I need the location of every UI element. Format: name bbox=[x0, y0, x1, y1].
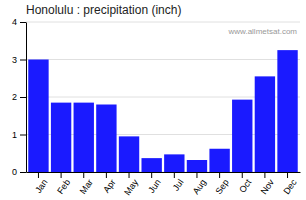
bar bbox=[187, 160, 207, 172]
x-tick-mark bbox=[38, 172, 39, 178]
annotations: www.allmetsat.com bbox=[228, 27, 298, 36]
x-tick: Feb bbox=[55, 172, 72, 196]
bars bbox=[28, 50, 297, 172]
y-tick: 2 bbox=[12, 92, 26, 102]
bar bbox=[209, 149, 229, 172]
x-tick: Jun bbox=[146, 172, 163, 195]
bar bbox=[51, 103, 71, 172]
x-tick-mark bbox=[174, 172, 175, 178]
bar bbox=[74, 103, 94, 172]
y-tick: 3 bbox=[12, 55, 26, 65]
x-tick: Sep bbox=[213, 172, 230, 196]
x-tick-mark bbox=[129, 172, 130, 178]
x-tick-label: Jun bbox=[146, 177, 163, 195]
bar bbox=[141, 158, 161, 172]
plot-area: 0 1 2 3 4 Jan Feb Mar Apr May Jun Jul Aug Sep Oct NovDe… bbox=[12, 17, 301, 197]
x-tick-mark bbox=[151, 172, 152, 178]
y-tick: 4 bbox=[12, 17, 26, 27]
chart-title: Honolulu : precipitation (inch) bbox=[26, 3, 181, 17]
bar bbox=[277, 50, 297, 172]
x-tick-mark bbox=[242, 172, 243, 178]
x-tick-label: Aug bbox=[191, 177, 208, 196]
x-tick-label: Oct bbox=[237, 177, 254, 195]
x-tick-label: Jan bbox=[33, 177, 50, 195]
x-tick-mark bbox=[83, 172, 84, 178]
bar bbox=[232, 100, 252, 172]
x-tick-mark bbox=[264, 172, 265, 178]
grid bbox=[26, 22, 300, 172]
x-tick: Apr bbox=[101, 172, 117, 195]
x-tick-label: Sep bbox=[213, 177, 230, 196]
y-tick-label: 0 bbox=[12, 167, 17, 177]
bar bbox=[28, 60, 48, 173]
watermark: www.allmetsat.com bbox=[228, 27, 298, 36]
x-tick: Oct bbox=[237, 172, 254, 195]
x-tick: Aug bbox=[191, 172, 208, 196]
x-tick: May bbox=[122, 172, 140, 197]
x-tick-label: Jul bbox=[171, 177, 186, 192]
x-tick-mark bbox=[219, 172, 220, 178]
y-tick-label: 1 bbox=[12, 130, 17, 140]
bar bbox=[255, 76, 275, 172]
bar bbox=[164, 154, 184, 172]
x-tick-label: Dec bbox=[281, 177, 299, 196]
x-axis: Jan Feb Mar Apr May Jun Jul Aug Sep Oct NovDec bbox=[27, 172, 301, 197]
chart-container: Honolulu : precipitation (inch) 0 1 2 3 4 Jan F… bbox=[0, 0, 306, 200]
y-tick-label: 3 bbox=[12, 55, 17, 65]
x-tick-label: Feb bbox=[55, 177, 72, 195]
chart-svg: Honolulu : precipitation (inch) 0 1 2 3 4 Jan F… bbox=[0, 0, 306, 200]
y-tick: 1 bbox=[12, 130, 26, 140]
grid-line bbox=[26, 59, 300, 60]
x-tick: Mar bbox=[78, 172, 95, 196]
y-tick-mark bbox=[20, 22, 26, 23]
grid-line bbox=[26, 22, 300, 23]
x-tick-label: Nov bbox=[259, 177, 277, 196]
y-tick-label: 4 bbox=[12, 17, 17, 27]
y-tick: 0 bbox=[12, 167, 26, 177]
x-tick: Nov bbox=[259, 172, 277, 196]
x-tick: Jan bbox=[33, 172, 50, 195]
x-tick-mark bbox=[287, 172, 288, 178]
y-tick-mark bbox=[20, 172, 26, 173]
x-tick: Jul bbox=[171, 172, 186, 193]
x-tick-mark bbox=[196, 172, 197, 178]
x-tick-mark bbox=[106, 172, 107, 178]
x-axis-line bbox=[27, 172, 301, 173]
x-tick-label: Apr bbox=[101, 177, 117, 194]
y-tick-mark bbox=[20, 97, 26, 98]
y-axis-line bbox=[26, 23, 27, 173]
y-tick-mark bbox=[20, 60, 26, 61]
y-axis: 0 1 2 3 4 bbox=[12, 17, 27, 177]
x-tick-mark bbox=[61, 172, 62, 178]
x-tick-label: May bbox=[122, 177, 140, 197]
x-tick: Dec bbox=[281, 172, 299, 196]
x-tick-label: Mar bbox=[78, 177, 95, 195]
y-tick-label: 2 bbox=[12, 92, 17, 102]
bar bbox=[96, 105, 116, 173]
bar bbox=[119, 136, 139, 172]
y-tick-mark bbox=[20, 135, 26, 136]
